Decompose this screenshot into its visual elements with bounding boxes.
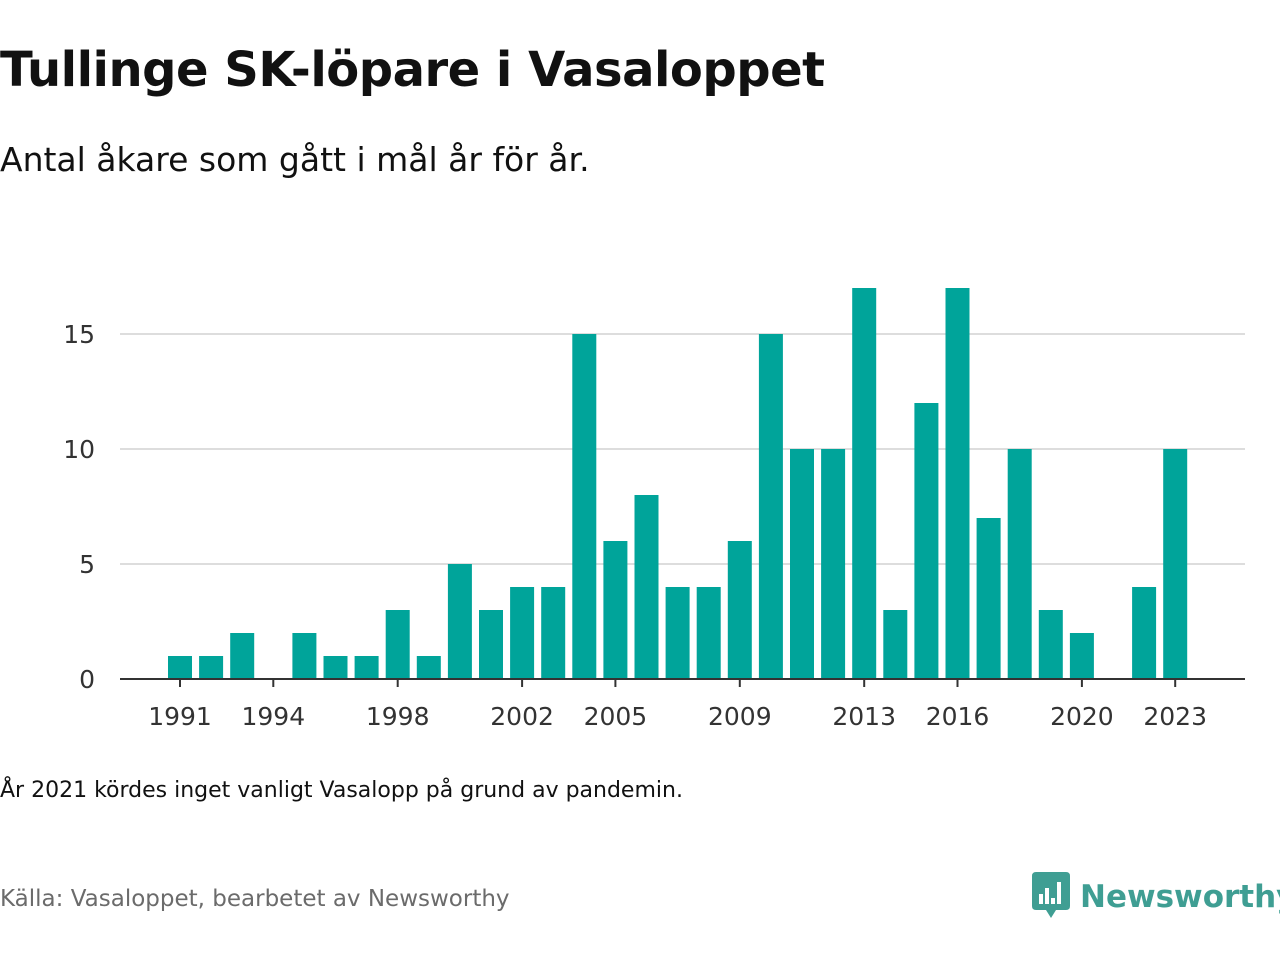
y-tick-label-10: 10 <box>63 435 95 464</box>
bar-2000 <box>447 564 472 679</box>
bar-1997 <box>354 656 379 679</box>
bar-2004 <box>572 334 597 679</box>
bar-2003 <box>541 587 566 679</box>
bar-1995 <box>292 633 317 679</box>
chart-title: Tullinge SK-löpare i Vasaloppet <box>0 42 825 98</box>
bar-2017 <box>976 518 1001 679</box>
bar-2012 <box>821 449 846 679</box>
bar-2010 <box>758 334 783 679</box>
bar-2019 <box>1038 610 1063 679</box>
bar-2001 <box>479 610 503 679</box>
newsworthy-logo-icon <box>1032 872 1070 922</box>
bar-2022 <box>1132 587 1157 679</box>
bar-2020 <box>1069 633 1094 679</box>
x-tick-label-2009: 2009 <box>708 702 772 731</box>
y-tick-label-15: 15 <box>63 320 95 349</box>
footnote: År 2021 kördes inget vanligt Vasalopp på… <box>0 778 683 803</box>
grid-lines <box>120 333 1245 565</box>
bar-1999 <box>416 656 441 679</box>
bar-2007 <box>665 587 690 679</box>
bar-1991 <box>168 656 192 679</box>
bar-2016 <box>945 288 970 679</box>
brand-name: Newsworthy <box>1080 879 1280 915</box>
x-tick-label-2020: 2020 <box>1050 702 1114 731</box>
x-tick-label-1991: 1991 <box>148 702 212 731</box>
x-tick-label-2013: 2013 <box>832 702 896 731</box>
bar-1996 <box>323 656 348 679</box>
y-axis-ticks: 0 5 10 15 <box>63 320 95 694</box>
bar-chart: 1991 1994 1998 2002 2005 2009 2013 2016 2020 2023… <box>63 288 1245 731</box>
x-tick-label-1998: 1998 <box>366 702 430 731</box>
x-tick-label-2002: 2002 <box>490 702 554 731</box>
bar-2011 <box>790 449 814 679</box>
y-tick-label-5: 5 <box>79 550 95 579</box>
bar-2002 <box>510 587 535 679</box>
bar-2009 <box>727 541 752 679</box>
bar-2015 <box>914 403 939 679</box>
source-credit: Källa: Vasaloppet, bearbetet av Newswort… <box>0 886 510 912</box>
x-tick-label-2005: 2005 <box>584 702 648 731</box>
x-tick-label-2023: 2023 <box>1143 702 1207 731</box>
y-tick-label-0: 0 <box>79 665 95 694</box>
bar-2013 <box>852 288 877 679</box>
bar-2018 <box>1007 449 1032 679</box>
bar-1992 <box>199 656 224 679</box>
bar-1993 <box>230 633 255 679</box>
bar-2014 <box>883 610 908 679</box>
brand-logo[interactable]: Newsworthy <box>1032 872 1280 922</box>
bars <box>168 288 1188 679</box>
chart-subtitle: Antal åkare som gått i mål år för år. <box>0 140 590 179</box>
bar-1998 <box>385 610 410 679</box>
bar-2008 <box>696 587 721 679</box>
bar-2005 <box>603 541 628 679</box>
x-tick-label-1994: 1994 <box>241 702 305 731</box>
x-tick-label-2016: 2016 <box>926 702 990 731</box>
bar-2006 <box>634 495 659 679</box>
x-axis-ticks: 1991 1994 1998 2002 2005 2009 2013 2016 2020 2023 <box>148 679 1207 731</box>
bar-2023 <box>1163 449 1188 679</box>
